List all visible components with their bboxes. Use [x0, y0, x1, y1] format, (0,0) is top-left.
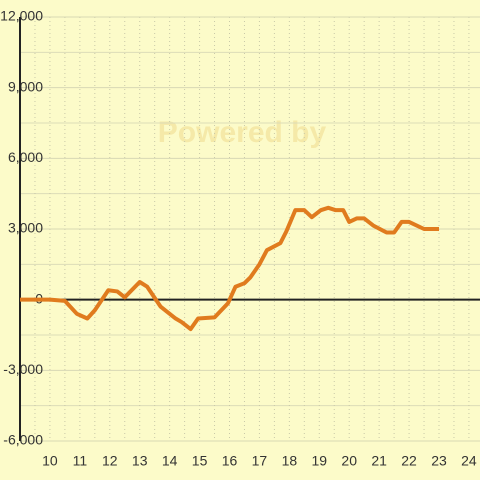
x-tick-label: 16: [222, 453, 238, 469]
x-tick-label: 23: [431, 453, 447, 469]
x-tick-label: 14: [162, 453, 178, 469]
y-tick-label: -6,000: [3, 432, 43, 448]
line-series: [20, 205, 439, 332]
x-tick-label: 20: [341, 453, 357, 469]
y-tick-label: 9,000: [8, 78, 43, 94]
y-tick-label: 12,000: [0, 8, 43, 24]
x-tick-label: 24: [461, 453, 477, 469]
x-tick-label: 18: [282, 453, 298, 469]
x-tick-label: 19: [311, 453, 327, 469]
watermark: Powered by: [158, 116, 327, 149]
x-tick-label: 11: [73, 453, 88, 469]
x-tick-label: 17: [252, 453, 268, 469]
x-tick-label: 15: [192, 453, 208, 469]
x-tick-label: 13: [132, 453, 148, 469]
x-tick-label: 12: [102, 453, 118, 469]
y-tick-label: 6,000: [8, 149, 43, 165]
y-tick-label: -3,000: [3, 361, 43, 377]
x-tick-label: 10: [42, 453, 58, 469]
x-tick-label: 21: [371, 453, 387, 469]
x-tick-label: 22: [401, 453, 417, 469]
y-tick-label: 3,000: [8, 220, 43, 236]
